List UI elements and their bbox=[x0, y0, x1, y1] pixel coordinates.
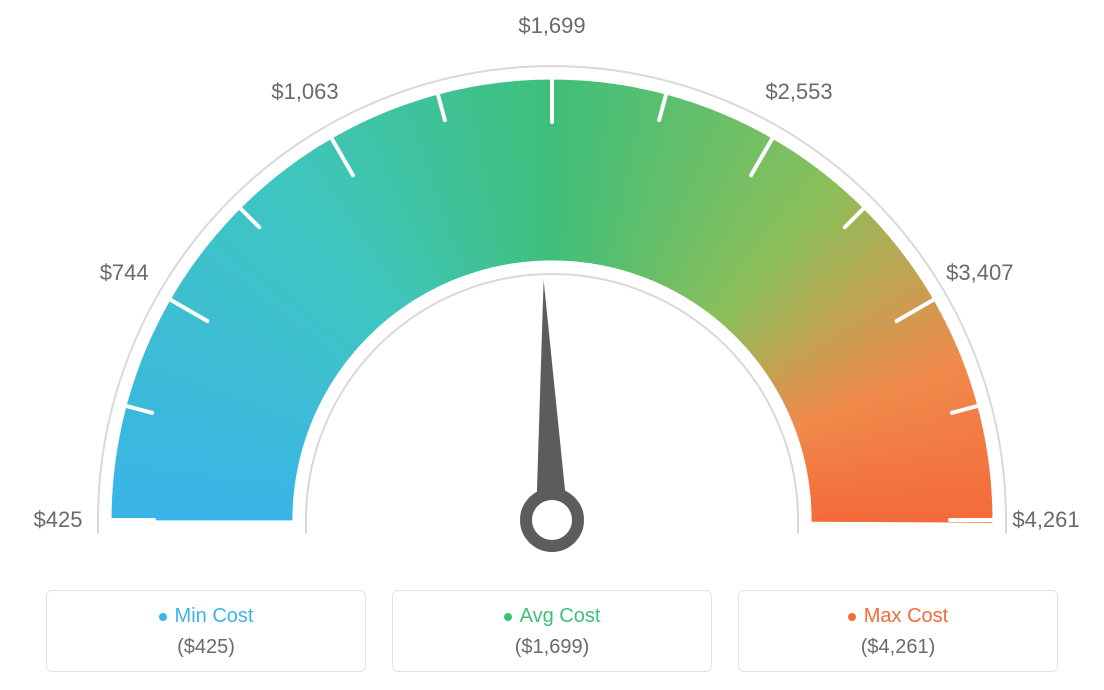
legend-title-min: Min Cost bbox=[159, 605, 254, 628]
legend-dot-max bbox=[848, 613, 856, 621]
legend-title-avg: Avg Cost bbox=[504, 605, 601, 628]
legend-dot-min bbox=[159, 613, 167, 621]
gauge-tick-label: $2,553 bbox=[765, 79, 832, 105]
gauge-tick-label: $425 bbox=[34, 507, 83, 533]
legend-value-max: ($4,261) bbox=[749, 636, 1047, 659]
legend-dot-avg bbox=[504, 613, 512, 621]
legend-title-max: Max Cost bbox=[848, 605, 948, 628]
gauge-tick-label: $744 bbox=[100, 260, 149, 286]
cost-gauge: $425$744$1,063$1,699$2,553$3,407$4,261 bbox=[52, 20, 1052, 580]
gauge-tick-label: $1,699 bbox=[518, 13, 585, 39]
legend-title-min-label: Min Cost bbox=[175, 605, 254, 628]
legend-card-min: Min Cost ($425) bbox=[46, 590, 366, 672]
legend-row: Min Cost ($425) Avg Cost ($1,699) Max Co… bbox=[0, 590, 1104, 672]
gauge-tick-label: $1,063 bbox=[271, 79, 338, 105]
legend-value-avg: ($1,699) bbox=[403, 636, 701, 659]
legend-value-min: ($425) bbox=[57, 636, 355, 659]
legend-card-avg: Avg Cost ($1,699) bbox=[392, 590, 712, 672]
legend-title-avg-label: Avg Cost bbox=[520, 605, 601, 628]
gauge-tick-label: $4,261 bbox=[1012, 507, 1079, 533]
gauge-tick-label: $3,407 bbox=[946, 260, 1013, 286]
legend-card-max: Max Cost ($4,261) bbox=[738, 590, 1058, 672]
legend-title-max-label: Max Cost bbox=[864, 605, 948, 628]
